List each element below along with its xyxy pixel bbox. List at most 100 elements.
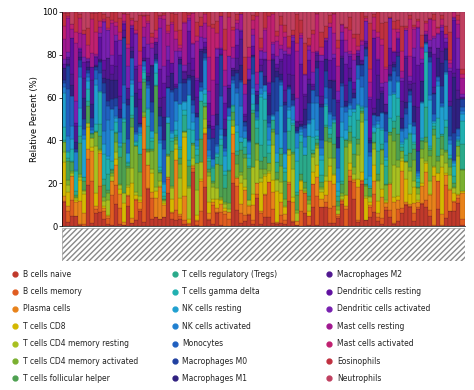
Bar <box>460 12 465 69</box>
Bar <box>380 189 384 197</box>
Bar <box>178 149 182 158</box>
Bar <box>311 12 316 30</box>
Bar <box>452 17 456 18</box>
Bar <box>243 126 247 131</box>
Bar <box>94 85 98 124</box>
Bar <box>130 96 134 115</box>
Bar <box>118 132 122 143</box>
Bar <box>155 54 158 59</box>
Bar <box>344 52 347 64</box>
Bar <box>428 216 432 226</box>
Bar <box>384 112 388 114</box>
Bar <box>283 172 287 181</box>
Bar <box>339 199 344 200</box>
Bar <box>291 221 295 222</box>
Bar <box>251 88 255 94</box>
Bar <box>90 104 94 119</box>
Bar <box>432 166 436 167</box>
Bar <box>150 102 154 112</box>
Bar <box>102 144 106 154</box>
Bar <box>162 192 166 196</box>
Bar <box>247 140 251 141</box>
Bar <box>194 21 199 36</box>
Bar <box>356 155 360 179</box>
Bar <box>424 207 428 226</box>
Bar <box>420 141 424 149</box>
Bar <box>347 163 352 170</box>
Bar <box>347 170 352 176</box>
Bar <box>215 21 219 33</box>
Bar <box>146 23 150 44</box>
Bar <box>436 33 440 34</box>
Bar <box>303 156 307 182</box>
Bar <box>202 49 207 53</box>
Bar <box>74 170 78 171</box>
Bar <box>452 211 456 226</box>
Bar <box>436 81 440 86</box>
Bar <box>460 94 465 97</box>
Bar <box>420 81 424 82</box>
Bar <box>166 31 170 33</box>
Bar <box>279 215 283 223</box>
Bar <box>271 209 275 223</box>
Bar <box>114 132 118 133</box>
Bar <box>106 193 110 200</box>
Bar <box>158 16 162 18</box>
Bar <box>158 140 162 144</box>
Bar <box>215 48 219 49</box>
Bar <box>199 139 202 162</box>
Bar <box>404 103 408 108</box>
Bar <box>166 76 170 87</box>
Bar <box>90 181 94 223</box>
Bar <box>331 206 336 223</box>
Bar <box>380 93 384 112</box>
Bar <box>452 160 456 161</box>
Bar <box>219 225 223 226</box>
Bar <box>182 101 186 102</box>
Bar <box>223 129 227 136</box>
Bar <box>130 20 134 25</box>
Bar <box>307 122 311 124</box>
Bar <box>191 43 194 44</box>
Bar <box>424 200 428 207</box>
Bar <box>291 30 295 35</box>
Bar <box>235 12 239 14</box>
Bar <box>279 223 283 226</box>
Bar <box>114 35 118 41</box>
Bar <box>279 61 283 74</box>
Bar <box>328 207 331 223</box>
Bar <box>207 202 210 213</box>
Bar <box>158 116 162 126</box>
Bar <box>307 50 311 60</box>
Bar <box>364 120 368 179</box>
Bar <box>106 106 110 121</box>
Bar <box>432 114 436 121</box>
Bar <box>90 12 94 14</box>
Bar <box>392 142 396 165</box>
Bar <box>303 74 307 75</box>
Bar <box>275 162 279 172</box>
Bar <box>380 197 384 218</box>
Bar <box>158 170 162 172</box>
Bar <box>207 218 210 220</box>
Bar <box>239 39 243 65</box>
Bar <box>74 195 78 197</box>
Bar <box>158 186 162 187</box>
Bar <box>347 181 352 226</box>
Bar <box>247 168 251 200</box>
Bar <box>392 71 396 92</box>
Bar <box>219 165 223 197</box>
Bar <box>114 106 118 116</box>
Bar <box>235 125 239 132</box>
Bar <box>448 140 452 144</box>
Bar <box>291 35 295 37</box>
Bar <box>448 144 452 155</box>
Bar <box>223 204 227 208</box>
Bar <box>331 144 336 158</box>
Bar <box>102 14 106 19</box>
Bar <box>74 171 78 191</box>
Bar <box>295 192 300 195</box>
Bar <box>347 142 352 143</box>
Bar <box>316 55 319 61</box>
Bar <box>239 150 243 172</box>
